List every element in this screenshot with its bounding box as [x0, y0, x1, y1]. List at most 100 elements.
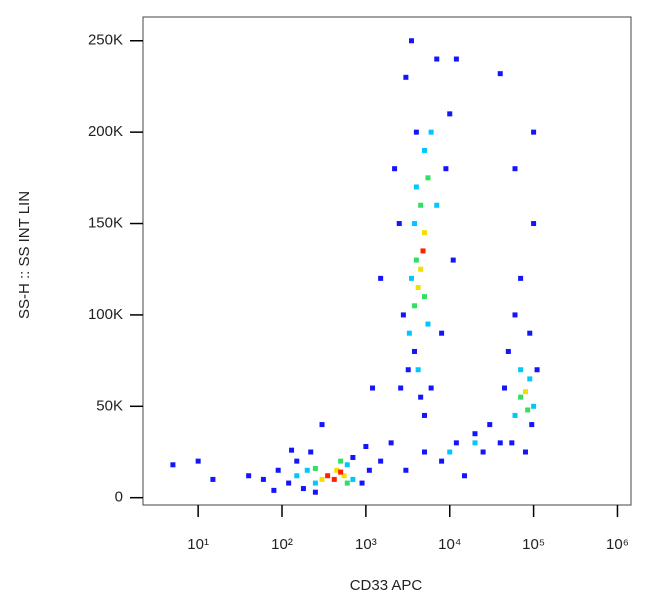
data-point — [509, 440, 515, 446]
data-point — [411, 303, 417, 309]
data-point — [525, 407, 531, 413]
data-point — [409, 38, 415, 44]
data-point — [518, 275, 524, 281]
data-point — [421, 412, 427, 418]
data-point — [319, 476, 325, 482]
data-point — [425, 321, 431, 327]
data-point — [294, 473, 300, 479]
data-point — [260, 476, 266, 482]
data-point — [409, 275, 415, 281]
data-point — [415, 367, 421, 373]
data-point — [403, 467, 409, 473]
y-tick-label: 0 — [115, 489, 123, 506]
data-point — [319, 422, 325, 428]
data-point — [421, 147, 427, 153]
data-point — [366, 467, 372, 473]
data-point — [527, 376, 533, 382]
data-point — [344, 462, 350, 468]
data-point — [428, 385, 434, 391]
data-point — [529, 422, 535, 428]
data-point — [425, 175, 431, 181]
data-point — [392, 166, 398, 172]
data-point — [531, 129, 537, 135]
data-point — [294, 458, 300, 464]
data-point — [418, 394, 424, 400]
data-point — [453, 440, 459, 446]
data-point — [413, 129, 419, 135]
data-point — [370, 385, 376, 391]
x-tick-label: 10⁴ — [438, 536, 461, 553]
data-point — [338, 469, 344, 475]
data-point — [413, 257, 419, 263]
data-point — [480, 449, 486, 455]
data-point — [363, 444, 369, 450]
data-point — [439, 330, 445, 336]
data-point — [453, 56, 459, 62]
x-axis-label: CD33 APC — [350, 577, 423, 594]
data-point — [434, 202, 440, 208]
data-point — [505, 348, 511, 354]
data-point — [338, 458, 344, 464]
data-point — [312, 480, 318, 486]
data-point — [289, 447, 295, 453]
data-point — [418, 202, 424, 208]
data-point — [331, 476, 337, 482]
y-tick-label: 250K — [88, 32, 123, 49]
data-point — [531, 221, 537, 227]
data-point — [518, 367, 524, 373]
data-point — [405, 367, 411, 373]
data-point — [411, 348, 417, 354]
data-point — [522, 449, 528, 455]
y-tick-label: 100K — [88, 306, 123, 323]
data-point — [308, 449, 314, 455]
data-point — [350, 454, 356, 460]
data-point — [388, 440, 394, 446]
data-point — [512, 412, 518, 418]
data-point — [312, 465, 318, 471]
y-tick-label: 150K — [88, 215, 123, 232]
data-point — [497, 71, 503, 77]
data-point — [359, 480, 365, 486]
data-point — [413, 184, 419, 190]
data-point — [462, 473, 468, 479]
data-point — [312, 489, 318, 495]
data-point — [447, 449, 453, 455]
x-tick-label: 10² — [271, 536, 293, 553]
data-point — [341, 473, 347, 479]
data-point — [411, 221, 417, 227]
data-point — [487, 422, 493, 428]
data-point — [195, 458, 201, 464]
data-point — [271, 487, 277, 493]
data-point — [447, 111, 453, 117]
data-point — [472, 440, 478, 446]
data-point — [246, 473, 252, 479]
data-point — [378, 458, 384, 464]
data-point — [531, 403, 537, 409]
data-point — [512, 166, 518, 172]
x-tick-label: 10⁵ — [522, 536, 545, 553]
data-point — [421, 449, 427, 455]
data-point — [325, 473, 331, 479]
data-point — [300, 486, 306, 492]
data-point — [304, 467, 310, 473]
data-point — [350, 476, 356, 482]
data-point — [420, 248, 426, 254]
data-point — [497, 440, 503, 446]
data-point — [434, 56, 440, 62]
data-point — [286, 480, 292, 486]
data-point — [210, 476, 216, 482]
data-point — [170, 462, 176, 468]
data-point — [400, 312, 406, 318]
data-point — [421, 294, 427, 300]
data-point — [418, 266, 424, 272]
data-point — [518, 394, 524, 400]
y-tick-label: 200K — [88, 123, 123, 140]
data-point — [275, 467, 281, 473]
data-point — [502, 385, 508, 391]
data-point — [472, 431, 478, 437]
data-point — [334, 467, 340, 473]
data-point — [344, 480, 350, 486]
data-point — [534, 367, 540, 373]
y-tick-label: 50K — [96, 397, 123, 414]
